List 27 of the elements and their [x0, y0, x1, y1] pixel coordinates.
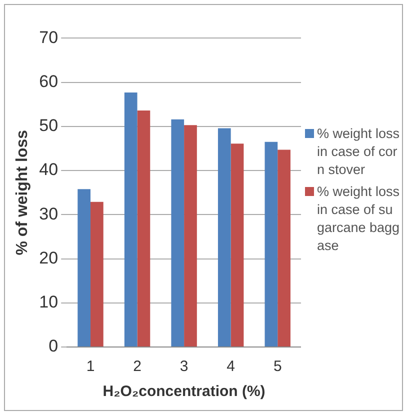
bar	[171, 119, 184, 346]
x-tick-label: 2	[133, 358, 142, 376]
bar	[230, 144, 244, 346]
bar	[218, 128, 231, 346]
bar	[124, 92, 138, 346]
y-tick-label: 0	[48, 336, 58, 356]
legend-label: % weight loss in case of corn stover	[317, 125, 400, 179]
bar	[278, 150, 290, 346]
y-tick-label: 10	[39, 292, 58, 312]
x-tick-label: 3	[180, 358, 188, 376]
bar	[78, 189, 90, 346]
bar	[90, 202, 104, 346]
y-tick-label: 70	[39, 28, 58, 47]
x-tick-label: 1	[86, 358, 95, 376]
legend-label: % weight loss in case of sugarcane baggase	[317, 183, 400, 255]
bar	[137, 110, 150, 346]
y-tick-label: 40	[39, 160, 58, 180]
bar	[264, 142, 278, 346]
y-tick-label: 50	[39, 116, 58, 136]
x-axis-title: H₂O₂concentration (%)	[102, 383, 266, 400]
bar	[184, 125, 197, 346]
y-axis-title: % of weight loss	[14, 130, 32, 256]
y-tick-label: 60	[39, 72, 58, 91]
y-tick-label: 30	[39, 204, 58, 224]
x-tick-label: 4	[226, 358, 236, 376]
x-tick-label: 5	[273, 358, 282, 376]
y-tick-label: 20	[39, 248, 58, 268]
